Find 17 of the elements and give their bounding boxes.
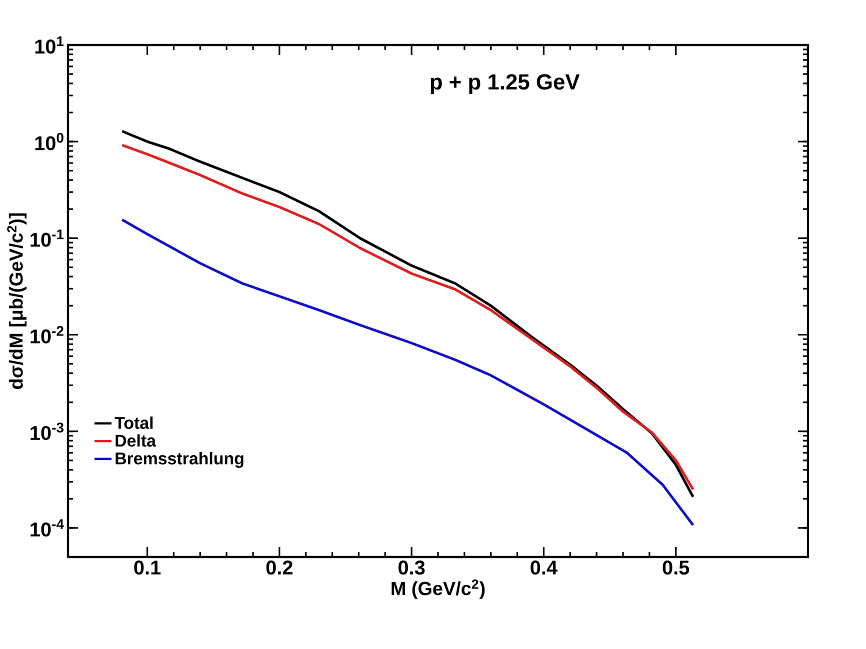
annotation: p + p 1.25 GeV xyxy=(430,74,580,94)
x-tick-label: 0.5 xyxy=(662,560,690,575)
y-tick-label: 10$^{-3}$ xyxy=(30,422,64,440)
x-tick-label: 0.3 xyxy=(398,560,425,575)
x-tick-label: 0.4 xyxy=(530,560,558,575)
x-tick-label: 0.1 xyxy=(134,560,161,575)
legend-label: Total xyxy=(114,416,153,429)
legend-label: Delta xyxy=(116,434,156,447)
x-tick-label: 0.2 xyxy=(266,560,292,575)
y-axis-title: dσ/dM [μb/(GeV/c$^{2}$)] xyxy=(7,213,27,389)
legend-label: Bremsstrahlung xyxy=(116,452,244,468)
x-axis-title: M (GeV/c$^{2}$) xyxy=(392,580,485,599)
y-tick-label: 10$^{0}$ xyxy=(35,132,64,150)
y-tick-label: 10$^{1}$ xyxy=(35,36,64,54)
y-tick-label: 10$^{-4}$ xyxy=(30,519,64,537)
y-tick-label: 10$^{-2}$ xyxy=(30,326,64,344)
y-tick-label: 10$^{-1}$ xyxy=(30,230,64,247)
